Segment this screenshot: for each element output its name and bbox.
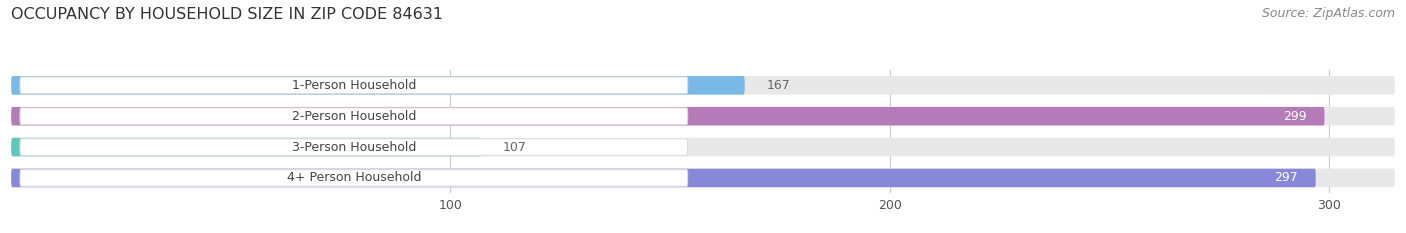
FancyBboxPatch shape [20,108,688,125]
FancyBboxPatch shape [11,107,1395,126]
FancyBboxPatch shape [11,107,1324,126]
FancyBboxPatch shape [20,77,688,94]
Text: 2-Person Household: 2-Person Household [291,110,416,123]
Text: 4+ Person Household: 4+ Person Household [287,171,420,185]
Text: Source: ZipAtlas.com: Source: ZipAtlas.com [1261,7,1395,20]
Text: 167: 167 [766,79,790,92]
FancyBboxPatch shape [20,170,688,186]
FancyBboxPatch shape [20,139,688,155]
FancyBboxPatch shape [11,138,1395,156]
FancyBboxPatch shape [11,138,481,156]
Text: 297: 297 [1274,171,1298,185]
FancyBboxPatch shape [11,76,1395,95]
FancyBboxPatch shape [11,169,1395,187]
FancyBboxPatch shape [11,76,745,95]
Text: 299: 299 [1284,110,1308,123]
Text: 1-Person Household: 1-Person Household [291,79,416,92]
FancyBboxPatch shape [11,169,1316,187]
Text: 3-Person Household: 3-Person Household [291,140,416,154]
Text: OCCUPANCY BY HOUSEHOLD SIZE IN ZIP CODE 84631: OCCUPANCY BY HOUSEHOLD SIZE IN ZIP CODE … [11,7,443,22]
Text: 107: 107 [503,140,527,154]
